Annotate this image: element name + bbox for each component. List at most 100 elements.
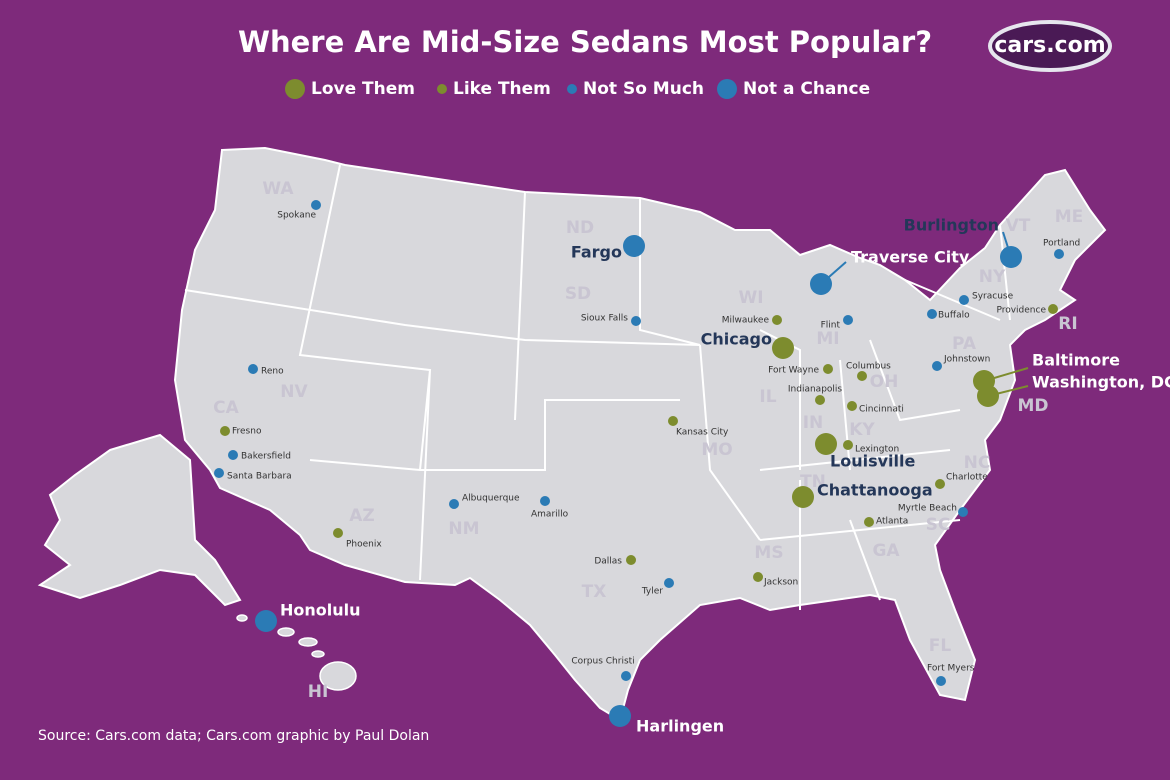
city-marker: [333, 528, 343, 538]
city-label: Columbus: [846, 362, 891, 372]
state-label: MI: [816, 329, 839, 349]
legend-label: Not a Chance: [743, 79, 870, 99]
city-marker: [228, 450, 238, 460]
city-label: Washington, DC: [1032, 373, 1170, 392]
city-marker: [843, 440, 853, 450]
city-marker: [621, 671, 631, 681]
city-label: Lexington: [855, 445, 899, 455]
legend-label: Not So Much: [583, 79, 704, 99]
city-label: Albuquerque: [462, 494, 520, 504]
city-label: Louisville: [830, 452, 915, 471]
state-label: NC: [964, 453, 991, 473]
city-marker: [214, 468, 224, 478]
city-marker: [1000, 246, 1022, 268]
legend-marker: [285, 79, 305, 99]
city-marker: [1054, 249, 1064, 259]
city-label: Corpus Christi: [571, 657, 634, 667]
state-label: AZ: [349, 506, 374, 526]
city-label: Charlotte: [946, 473, 988, 483]
city-marker: [792, 486, 814, 508]
city-marker: [857, 371, 867, 381]
state-labels: WA ND SD NV CA AZ NM TX MO IL IN KY OH MI WI PA NY VT ME RI…: [213, 179, 1083, 702]
state-label: OH: [870, 372, 899, 392]
state-label: CA: [213, 398, 239, 418]
logo-text: cars.com: [994, 33, 1105, 58]
city-marker: [958, 507, 968, 517]
state-label: SC: [926, 515, 951, 535]
city-marker: [449, 499, 459, 509]
title: Where Are Mid-Size Sedans Most Popular?: [238, 25, 932, 59]
city-marker: [927, 309, 937, 319]
city-marker: [753, 572, 763, 582]
city-label: Syracuse: [972, 292, 1014, 302]
city-marker: [623, 235, 645, 257]
state-label: MS: [754, 543, 783, 563]
city-label: Myrtle Beach: [898, 504, 957, 514]
hawaii: [236, 614, 357, 691]
city-label: Burlington: [904, 216, 999, 235]
city-label: Indianapolis: [788, 385, 843, 395]
state-label: MO: [701, 440, 732, 460]
city-marker: [664, 578, 674, 588]
city-label: Fort Wayne: [768, 366, 819, 376]
state-label: NV: [280, 382, 308, 402]
state-label: RI: [1058, 314, 1077, 334]
source: Source: Cars.com data; Cars.com graphic …: [38, 728, 429, 744]
city-marker: [932, 361, 942, 371]
city-label: Bakersfield: [241, 452, 291, 462]
state-label: ME: [1055, 207, 1084, 227]
state-label: PA: [952, 334, 977, 354]
city-label: Providence: [996, 306, 1046, 316]
legend-label: Love Them: [311, 79, 415, 99]
logo: cars.com: [988, 20, 1112, 72]
city-label: Chicago: [701, 330, 772, 349]
state-label: SD: [565, 284, 591, 304]
city-label: Spokane: [277, 211, 316, 221]
state-label: NY: [979, 267, 1006, 287]
state-label: NM: [448, 519, 479, 539]
city-label: Fargo: [571, 243, 622, 262]
city-marker: [609, 705, 631, 727]
city-label: Harlingen: [636, 717, 724, 736]
city-marker: [220, 426, 230, 436]
state-label: HI: [308, 682, 329, 702]
state-label: IN: [803, 413, 824, 433]
city-marker: [815, 433, 837, 455]
city-marker: [1048, 304, 1058, 314]
state-label: GA: [872, 541, 900, 561]
city-marker: [668, 416, 678, 426]
city-label: Santa Barbara: [227, 472, 292, 482]
state-label: VT: [1006, 216, 1031, 236]
city-marker: [540, 496, 550, 506]
legend-label: Like Them: [453, 79, 551, 99]
city-label: Tyler: [641, 587, 663, 597]
city-label: Baltimore: [1032, 351, 1120, 370]
city-label: Kansas City: [676, 428, 729, 438]
city-label: Portland: [1043, 239, 1080, 249]
city-marker: [823, 364, 833, 374]
city-label: Chattanooga: [817, 481, 933, 500]
city-marker: [772, 337, 794, 359]
city-label: Milwaukee: [722, 316, 770, 326]
state-borders: [184, 164, 1011, 610]
city-label: Fort Myers: [927, 664, 975, 674]
state-label: TX: [582, 582, 607, 602]
alaska: [37, 433, 242, 607]
city-label: Phoenix: [346, 540, 382, 550]
city-marker: [935, 479, 945, 489]
state-label: WA: [262, 179, 294, 199]
state-label: KY: [849, 420, 875, 440]
city-label: Johnstown: [943, 355, 990, 365]
city-marker: [936, 676, 946, 686]
city-marker: [772, 315, 782, 325]
city-label: Atlanta: [876, 517, 908, 527]
state-label: ND: [566, 218, 594, 238]
legend: Love Them Like Them Not So Much Not a Chanc…: [285, 79, 870, 99]
city-marker: [255, 610, 277, 632]
city-marker: [843, 315, 853, 325]
city-label: Traverse City: [851, 248, 970, 267]
city-marker: [248, 364, 258, 374]
city-marker: [977, 385, 999, 407]
legend-marker: [437, 84, 447, 94]
